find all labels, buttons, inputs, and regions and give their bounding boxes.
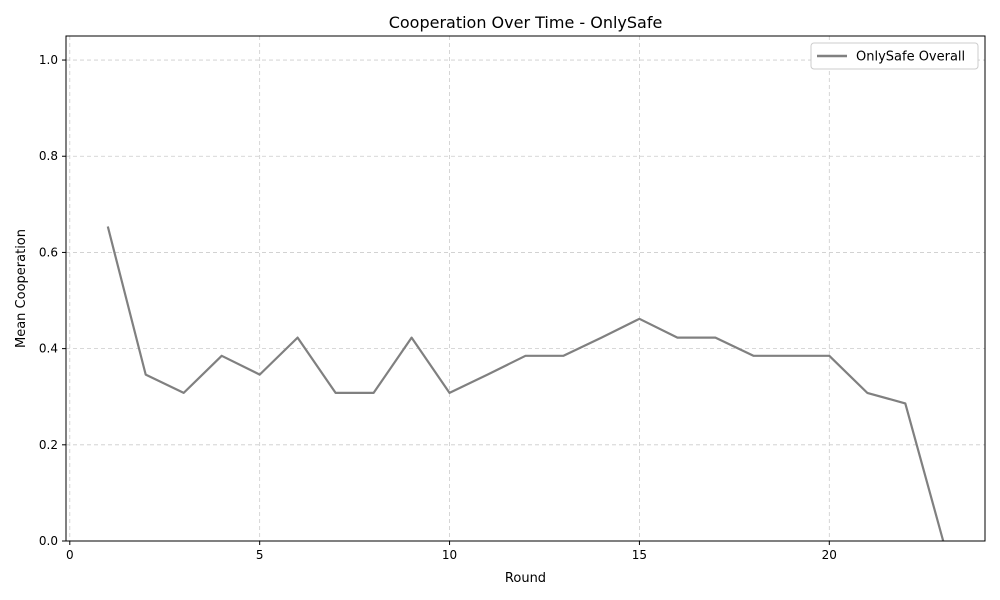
x-axis-label: Round xyxy=(505,571,546,586)
x-tick-label: 10 xyxy=(442,548,457,562)
y-tick-label: 0.6 xyxy=(39,245,58,259)
legend-label: OnlySafe Overall xyxy=(856,50,965,65)
y-tick-label: 0.2 xyxy=(39,438,58,452)
y-axis-label: Mean Cooperation xyxy=(14,229,29,348)
x-axis: 0 5 10 15 20 xyxy=(66,541,837,562)
x-tick-label: 0 xyxy=(66,548,74,562)
y-axis: 0.0 0.2 0.4 0.6 0.8 1.0 xyxy=(39,53,66,548)
y-tick-label: 0.8 xyxy=(39,149,58,163)
y-tick-label: 0.4 xyxy=(39,342,58,356)
series-layer xyxy=(106,226,945,542)
y-tick-label: 1.0 xyxy=(39,53,58,67)
x-tick-label: 15 xyxy=(632,548,647,562)
y-tick-label: 0.0 xyxy=(39,534,58,548)
legend-box xyxy=(810,42,979,70)
legend: OnlySafe Overall xyxy=(810,42,979,70)
x-tick-label: 20 xyxy=(822,548,837,562)
series-line xyxy=(106,226,945,542)
chart-title: Cooperation Over Time - OnlySafe xyxy=(389,13,663,32)
x-tick-label: 5 xyxy=(256,548,264,562)
grid xyxy=(66,36,985,542)
plot-frame xyxy=(65,35,986,542)
